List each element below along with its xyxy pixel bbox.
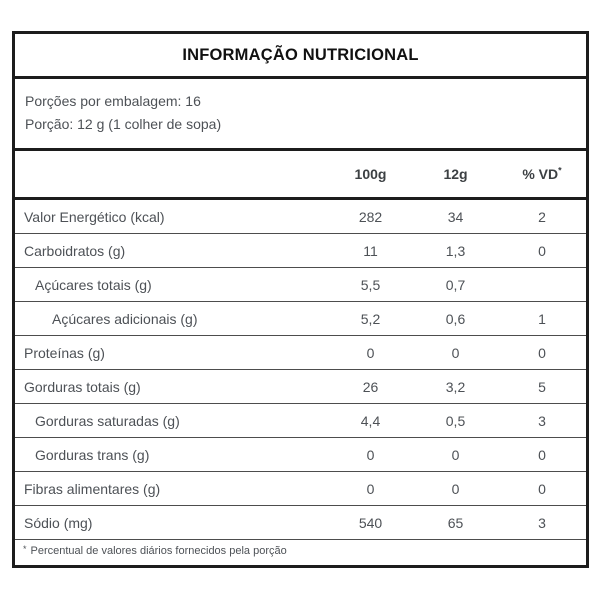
nutrient-label: Valor Energético (kcal): [24, 208, 165, 225]
value-12g: 0: [451, 480, 460, 497]
value-100g: 0: [366, 480, 375, 497]
value-100g: 11: [363, 242, 378, 259]
nutrient-label: Açúcares adicionais (g): [52, 310, 198, 327]
value-12g: 3,2: [445, 378, 466, 395]
value-vd: 0: [538, 344, 546, 361]
nutrient-row-acucares-adicionais: Açúcares adicionais (g) 5,2 0,6 1: [15, 302, 586, 336]
nutrient-row-gorduras-totais: Gorduras totais (g) 26 3,2 5: [15, 370, 586, 404]
nutrient-label: Proteínas (g): [24, 344, 105, 361]
column-header-vd: % VD*: [498, 166, 586, 182]
value-vd: 0: [538, 480, 546, 497]
nutrient-row-gorduras-trans: Gorduras trans (g) 0 0 0: [15, 438, 586, 472]
nutrient-row-acucares-totais: Açúcares totais (g) 5,5 0,7: [15, 268, 586, 302]
footnote: * Percentual de valores diários fornecid…: [15, 540, 586, 565]
nutrient-row-gorduras-saturadas: Gorduras saturadas (g) 4,4 0,5 3: [15, 404, 586, 438]
value-vd: 2: [538, 208, 546, 225]
value-100g: 26: [362, 378, 379, 395]
nutrient-row-valor-energetico: Valor Energético (kcal) 282 34 2: [15, 200, 586, 234]
value-100g: 282: [358, 208, 383, 225]
vd-asterisk: *: [558, 165, 562, 176]
nutrient-label: Fibras alimentares (g): [24, 480, 161, 497]
value-vd: 5: [538, 378, 546, 395]
nutrient-row-sodio: Sódio (mg) 540 65 3: [15, 506, 586, 540]
nutrient-row-carboidratos: Carboidratos (g) 11 1,3 0: [15, 234, 586, 268]
value-vd: 0: [538, 446, 546, 463]
value-vd: 3: [538, 514, 546, 531]
value-100g: 0: [366, 344, 375, 361]
value-100g: 5,2: [360, 310, 381, 327]
nutrient-label: Gorduras saturadas (g): [35, 412, 180, 429]
footnote-asterisk: *: [23, 544, 27, 554]
nutrient-label: Carboidratos (g): [24, 242, 126, 259]
vd-label: % VD: [522, 166, 559, 182]
value-12g: 65: [447, 514, 464, 531]
value-100g: 4,4: [360, 412, 381, 429]
value-12g: 34: [447, 208, 464, 225]
serving-size: Porção: 12 g (1 colher de sopa): [25, 116, 222, 132]
column-header-12g: 12g: [443, 166, 468, 182]
value-12g: 0: [451, 446, 460, 463]
footnote-text: Percentual de valores diários fornecidos…: [30, 545, 287, 557]
table-title: INFORMAÇÃO NUTRICIONAL: [182, 45, 419, 64]
value-100g: 540: [358, 514, 383, 531]
value-100g: 5,5: [360, 276, 381, 293]
servings-per-package: Porções por embalagem: 16: [25, 93, 201, 109]
value-100g: 0: [366, 446, 375, 463]
table-title-section: INFORMAÇÃO NUTRICIONAL: [15, 34, 586, 79]
column-header-100g: 100g: [354, 166, 387, 182]
value-12g: 0,7: [445, 276, 466, 293]
nutrition-facts-table: INFORMAÇÃO NUTRICIONAL Porções por embal…: [12, 31, 589, 568]
value-12g: 0: [451, 344, 460, 361]
nutrient-row-fibras: Fibras alimentares (g) 0 0 0: [15, 472, 586, 506]
nutrient-label: Gorduras totais (g): [24, 378, 141, 395]
value-12g: 1,3: [445, 242, 466, 259]
value-vd: 0: [538, 242, 546, 259]
value-12g: 0,5: [445, 412, 466, 429]
value-vd: 1: [538, 310, 546, 327]
value-vd: 3: [538, 412, 546, 429]
serving-info-section: Porções por embalagem: 16 Porção: 12 g (…: [15, 79, 586, 151]
value-12g: 0,6: [445, 310, 466, 327]
nutrient-row-proteinas: Proteínas (g) 0 0 0: [15, 336, 586, 370]
nutrient-label: Gorduras trans (g): [35, 446, 150, 463]
column-header-row: 100g 12g % VD*: [15, 151, 586, 200]
nutrient-label: Sódio (mg): [24, 514, 93, 531]
nutrient-label: Açúcares totais (g): [35, 276, 152, 293]
